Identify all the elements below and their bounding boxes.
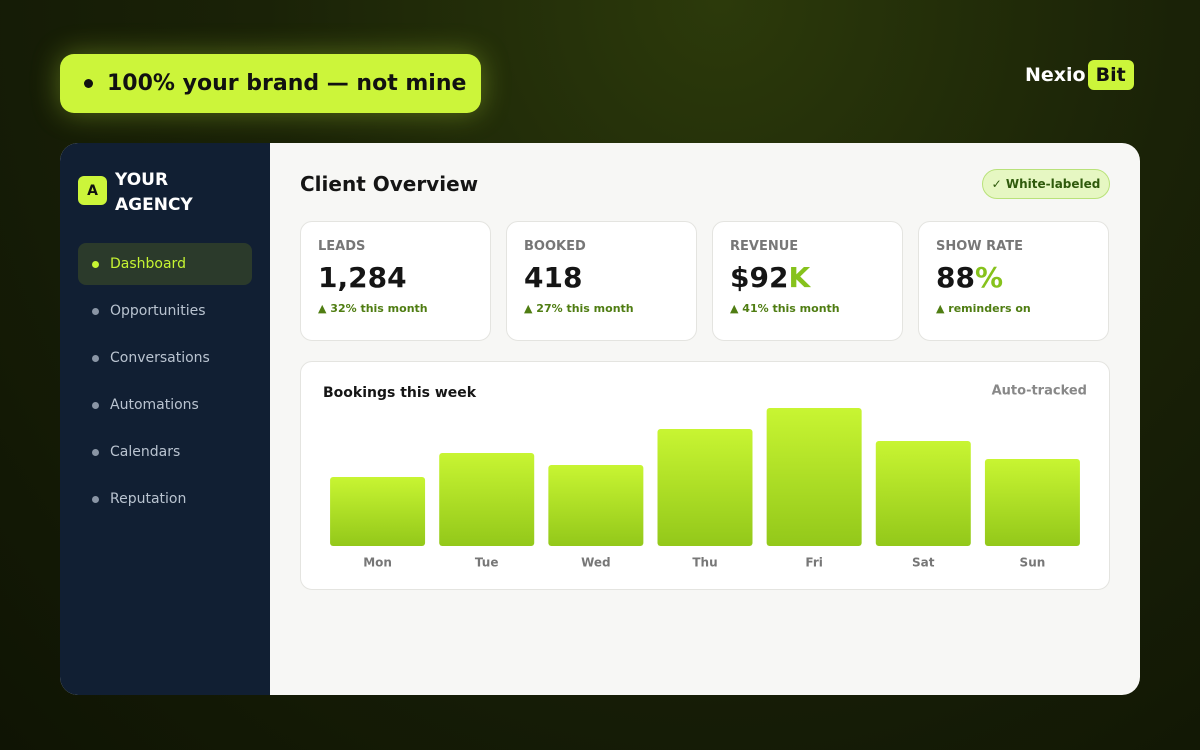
- bar: [657, 429, 753, 546]
- x-tick-label: Sat: [912, 556, 935, 570]
- x-tick-label: Thu: [692, 556, 717, 570]
- kpi-number: 88: [936, 261, 975, 294]
- kpi-suffix: K: [788, 261, 811, 294]
- nav-dot: [92, 448, 99, 456]
- agency-name: YOUR AGENCY: [115, 170, 193, 215]
- bar: [875, 441, 971, 546]
- bar: [984, 459, 1080, 546]
- kpi-number: 418: [524, 261, 583, 294]
- nav-item[interactable]: Dashboard: [78, 243, 252, 285]
- x-tick-label: Sun: [1020, 556, 1046, 570]
- kpi-value: 418: [524, 261, 696, 294]
- nav-label: Dashboard: [110, 256, 186, 272]
- kpi-label: REVENUE: [730, 239, 799, 254]
- nav-dot: [92, 495, 99, 503]
- x-tick-label: Tue: [475, 556, 499, 570]
- kpi-card: REVENUE $92K ▲ 41% this month: [712, 221, 903, 341]
- kpi-card: BOOKED 418 ▲ 27% this month: [506, 221, 697, 341]
- app-panel: A YOUR AGENCY Dashboard Opportunities Conv…: [60, 143, 1140, 695]
- chart-subtitle: Auto-tracked: [992, 384, 1087, 399]
- logo-name: Nexio: [1025, 64, 1086, 86]
- bar: [766, 408, 862, 546]
- bar: [330, 477, 426, 546]
- kpi-number: 1,284: [318, 261, 407, 294]
- nav-dot: [92, 260, 99, 268]
- kpi-suffix: %: [974, 261, 1004, 294]
- chart: Bookings this week Auto-tracked Mon Tue We…: [323, 384, 1087, 570]
- nav-item[interactable]: Reputation: [78, 478, 252, 520]
- kpi-note: ▲ 27% this month: [524, 302, 634, 315]
- kpi-value: 1,284: [318, 261, 490, 294]
- kpi-note: ▲ 41% this month: [730, 302, 840, 315]
- nav-item[interactable]: Automations: [78, 384, 252, 426]
- kpi-value: $92K: [730, 261, 902, 294]
- nav-label: Automations: [110, 397, 199, 413]
- x-tick-label: Wed: [581, 556, 611, 570]
- nav-dot: [92, 307, 99, 315]
- nav-item[interactable]: Calendars: [78, 431, 252, 473]
- kpi-label: BOOKED: [524, 239, 586, 254]
- x-tick-label: Fri: [805, 556, 822, 570]
- nav-label: Opportunities: [110, 303, 206, 319]
- bar: [439, 453, 535, 546]
- logo: Nexio Bit: [1025, 59, 1134, 91]
- kpi-value: 88%: [936, 261, 1108, 294]
- chart-card: Bookings this week Auto-tracked Mon Tue We…: [300, 361, 1110, 590]
- kpi-card: LEADS 1,284 ▲ 32% this month: [300, 221, 491, 341]
- nav-label: Reputation: [110, 491, 187, 507]
- kpi-note: ▲ reminders on: [936, 302, 1031, 315]
- nav-dot: [92, 354, 99, 362]
- nav-label: Calendars: [110, 444, 181, 460]
- kpi-note: ▲ 32% this month: [318, 302, 428, 315]
- nav-dot: [92, 401, 99, 409]
- chart-title: Bookings this week: [323, 385, 477, 401]
- kpi-card: SHOW RATE 88% ▲ reminders on: [918, 221, 1109, 341]
- kpi-label: LEADS: [318, 239, 366, 254]
- nav-item[interactable]: Conversations: [78, 337, 252, 379]
- status-tag: ✓ White-labeled: [982, 169, 1110, 199]
- kpi-label: SHOW RATE: [936, 239, 1023, 254]
- nav-label: Conversations: [110, 350, 210, 366]
- badge-text: 100% your brand — not mine: [107, 71, 467, 96]
- logo-accent: Bit: [1087, 60, 1134, 90]
- nav-item[interactable]: Opportunities: [78, 290, 252, 332]
- bar: [548, 465, 644, 546]
- badge: 100% your brand — not mine: [60, 54, 481, 113]
- kpi-number: $92: [730, 261, 789, 294]
- sidebar: A YOUR AGENCY Dashboard Opportunities Conv…: [60, 143, 270, 695]
- avatar: A: [78, 176, 107, 205]
- page-title: Client Overview: [300, 172, 479, 196]
- x-tick-label: Mon: [363, 556, 392, 570]
